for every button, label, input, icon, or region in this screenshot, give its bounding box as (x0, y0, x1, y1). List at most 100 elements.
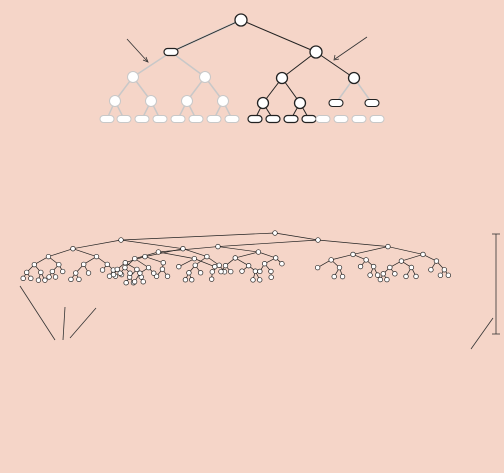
node (142, 253, 148, 260)
node (256, 96, 270, 110)
node (122, 264, 128, 271)
node (38, 269, 44, 275)
node (234, 13, 248, 27)
edge (170, 19, 242, 53)
node (46, 274, 52, 280)
node (377, 276, 384, 283)
node (347, 71, 361, 85)
node (35, 277, 42, 283)
node (180, 246, 186, 252)
node (93, 253, 100, 260)
node (250, 277, 256, 283)
node (215, 243, 221, 250)
node (127, 71, 139, 83)
leaf (170, 115, 186, 123)
edge (274, 232, 319, 241)
edge (235, 251, 259, 259)
node (132, 255, 138, 262)
node (52, 274, 59, 280)
node (42, 277, 48, 283)
edge (72, 239, 122, 250)
node (131, 279, 138, 285)
node (110, 271, 117, 278)
node (363, 257, 369, 263)
node (99, 267, 106, 273)
node (212, 264, 218, 270)
node (24, 269, 30, 275)
node (398, 258, 405, 264)
node (85, 270, 92, 276)
node (191, 255, 198, 262)
node (127, 270, 133, 276)
node (257, 268, 263, 275)
node (275, 71, 289, 85)
leaf (301, 114, 317, 124)
leaf (116, 115, 132, 123)
node (118, 237, 124, 243)
leaf (315, 115, 331, 123)
top-tree (99, 13, 385, 124)
node (413, 273, 419, 280)
node (192, 262, 198, 268)
node (186, 270, 192, 276)
edge (258, 251, 276, 259)
node (216, 262, 222, 268)
node (109, 95, 121, 107)
node (70, 246, 76, 252)
node (428, 267, 434, 273)
node (222, 263, 229, 269)
edge (331, 254, 354, 261)
node (261, 261, 268, 267)
node (331, 273, 337, 280)
node (117, 270, 123, 276)
edge (34, 256, 49, 265)
arrow (334, 36, 368, 60)
node (134, 266, 140, 273)
node (314, 264, 321, 271)
bottom-tree (20, 230, 451, 286)
node (272, 230, 278, 236)
node (441, 267, 448, 273)
arrow-head (333, 54, 340, 61)
node (374, 272, 381, 278)
edge (158, 246, 219, 253)
node (104, 261, 110, 268)
leaf (206, 115, 222, 123)
node (367, 272, 373, 278)
node (392, 271, 398, 277)
node (257, 277, 263, 283)
node (159, 266, 166, 272)
node (387, 264, 393, 271)
node (408, 264, 415, 271)
node (228, 268, 234, 275)
leaf (134, 115, 150, 123)
leaf (188, 115, 204, 123)
node (145, 264, 152, 271)
leaf (283, 114, 299, 124)
node (68, 276, 74, 282)
node (49, 268, 55, 275)
node (56, 261, 62, 268)
node (164, 273, 171, 279)
node (209, 276, 215, 282)
node (182, 277, 189, 283)
leaf (328, 98, 344, 108)
node (155, 249, 162, 255)
node (81, 261, 87, 268)
edge (315, 51, 355, 79)
edge (170, 51, 206, 78)
edge (387, 246, 424, 255)
node (176, 264, 182, 270)
node (209, 269, 215, 275)
node (309, 45, 323, 59)
node (437, 272, 444, 278)
node (232, 255, 238, 261)
edge (182, 248, 208, 257)
edge (401, 254, 424, 262)
node (204, 253, 210, 260)
node (445, 272, 451, 278)
node (328, 257, 334, 263)
edge (194, 258, 215, 268)
